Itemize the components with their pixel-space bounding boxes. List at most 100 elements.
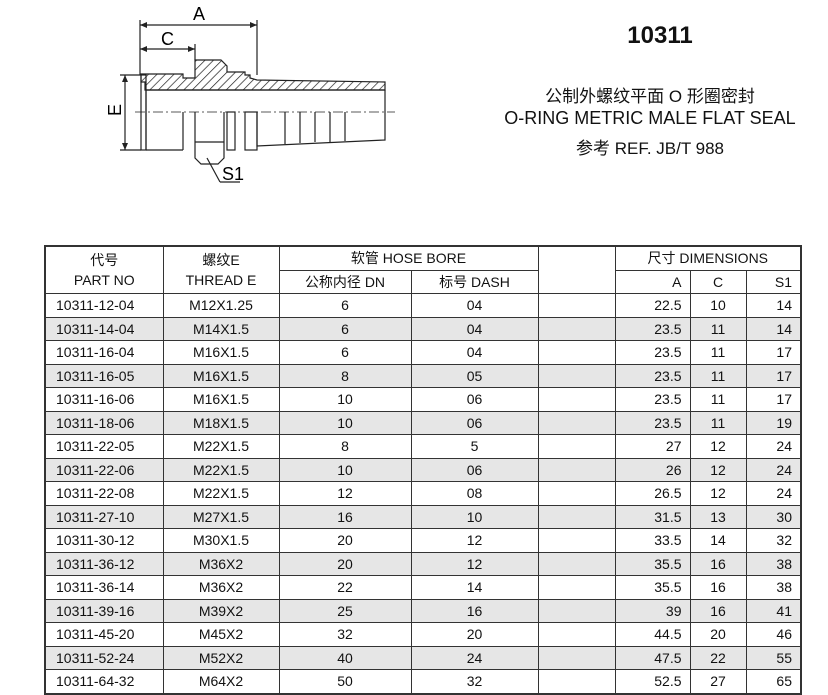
cell-a: 33.5: [614, 528, 691, 553]
cell-part-no: 10311-18-06: [44, 410, 164, 435]
cell-a: 26.5: [614, 481, 691, 506]
subtitle-chinese: 公制外螺纹平面 O 形圈密封: [545, 87, 755, 106]
cell-c: 16: [689, 551, 747, 576]
cell-a: 52.5: [614, 669, 691, 694]
cell-dash: 5: [410, 434, 539, 459]
cell-s1: 17: [745, 387, 802, 412]
cell-part-no: 10311-36-12: [44, 551, 164, 576]
table-row: 10311-27-10 M27X1.5 16 10 31.5 13 30: [44, 504, 802, 529]
cell-dn: 8: [278, 434, 412, 459]
cell-part-no: 10311-22-05: [44, 434, 164, 459]
cell-thread: M16X1.5: [162, 363, 280, 388]
product-code: 10311: [627, 22, 693, 49]
cell-thread: M52X2: [162, 645, 280, 670]
header-dash: 标号 DASH: [410, 269, 539, 294]
cell-part-no: 10311-16-06: [44, 387, 164, 412]
header-a: A: [614, 269, 691, 294]
blank-cell: [537, 669, 616, 694]
header-blank: [537, 245, 616, 294]
cell-dn: 16: [278, 504, 412, 529]
header-s1: S1: [745, 269, 802, 294]
cell-dn: 50: [278, 669, 412, 694]
cell-s1: 17: [745, 340, 802, 365]
cell-c: 13: [689, 504, 747, 529]
table-row: 10311-22-06 M22X1.5 10 06 26 12 24: [44, 457, 802, 482]
cell-s1: 19: [745, 410, 802, 435]
cell-s1: 24: [745, 481, 802, 506]
header-thread: 螺纹E THREAD E: [162, 245, 280, 294]
cell-a: 23.5: [614, 363, 691, 388]
table-row: 10311-16-04 M16X1.5 6 04 23.5 11 17: [44, 340, 802, 365]
cell-thread: M36X2: [162, 551, 280, 576]
dimension-e-label: E: [105, 104, 125, 116]
cell-part-no: 10311-12-04: [44, 293, 164, 318]
dimension-c-label: C: [161, 29, 174, 49]
cell-thread: M16X1.5: [162, 387, 280, 412]
cell-dn: 22: [278, 575, 412, 600]
cell-s1: 55: [745, 645, 802, 670]
cell-dn: 12: [278, 481, 412, 506]
table-row: 10311-22-05 M22X1.5 8 5 27 12 24: [44, 434, 802, 459]
cell-dn: 10: [278, 457, 412, 482]
cell-thread: M18X1.5: [162, 410, 280, 435]
cell-c: 20: [689, 622, 747, 647]
cell-thread: M16X1.5: [162, 340, 280, 365]
blank-cell: [537, 457, 616, 482]
cell-c: 16: [689, 598, 747, 623]
cell-dash: 24: [410, 645, 539, 670]
cell-c: 11: [689, 363, 747, 388]
cell-part-no: 10311-36-14: [44, 575, 164, 600]
header-thread-cn: 螺纹E: [202, 252, 240, 268]
cell-c: 10: [689, 293, 747, 318]
blank-cell: [537, 504, 616, 529]
cell-dash: 04: [410, 340, 539, 365]
cell-a: 23.5: [614, 410, 691, 435]
cell-a: 23.5: [614, 387, 691, 412]
table-row: 10311-22-08 M22X1.5 12 08 26.5 12 24: [44, 481, 802, 506]
cell-dash: 16: [410, 598, 539, 623]
cell-s1: 41: [745, 598, 802, 623]
cell-s1: 65: [745, 669, 802, 694]
cell-thread: M45X2: [162, 622, 280, 647]
cell-part-no: 10311-30-12: [44, 528, 164, 553]
cell-a: 31.5: [614, 504, 691, 529]
header-hose-bore: 软管 HOSE BORE: [278, 245, 539, 271]
cell-part-no: 10311-22-06: [44, 457, 164, 482]
cell-part-no: 10311-64-32: [44, 669, 164, 694]
cell-dn: 40: [278, 645, 412, 670]
cell-a: 26: [614, 457, 691, 482]
cell-thread: M22X1.5: [162, 481, 280, 506]
cell-thread: M27X1.5: [162, 504, 280, 529]
cell-dash: 12: [410, 551, 539, 576]
cell-a: 35.5: [614, 575, 691, 600]
table-row: 10311-39-16 M39X2 25 16 39 16 41: [44, 598, 802, 623]
blank-cell: [537, 316, 616, 341]
blank-cell: [537, 598, 616, 623]
cell-dash: 04: [410, 316, 539, 341]
table-row: 10311-16-05 M16X1.5 8 05 23.5 11 17: [44, 363, 802, 388]
cell-dn: 20: [278, 528, 412, 553]
cell-part-no: 10311-39-16: [44, 598, 164, 623]
blank-cell: [537, 363, 616, 388]
cell-dash: 06: [410, 387, 539, 412]
cell-dn: 8: [278, 363, 412, 388]
cell-a: 47.5: [614, 645, 691, 670]
cell-dash: 32: [410, 669, 539, 694]
cell-dash: 14: [410, 575, 539, 600]
blank-cell: [537, 481, 616, 506]
blank-cell: [537, 293, 616, 318]
cell-dash: 05: [410, 363, 539, 388]
cell-dash: 20: [410, 622, 539, 647]
cell-c: 11: [689, 387, 747, 412]
cell-a: 22.5: [614, 293, 691, 318]
cell-dash: 08: [410, 481, 539, 506]
cell-s1: 32: [745, 528, 802, 553]
cell-dn: 6: [278, 293, 412, 318]
blank-cell: [537, 434, 616, 459]
subtitle-english: O-RING METRIC MALE FLAT SEAL: [504, 108, 796, 128]
cell-thread: M12X1.25: [162, 293, 280, 318]
cell-dn: 20: [278, 551, 412, 576]
cell-thread: M14X1.5: [162, 316, 280, 341]
cell-s1: 24: [745, 457, 802, 482]
blank-cell: [537, 528, 616, 553]
